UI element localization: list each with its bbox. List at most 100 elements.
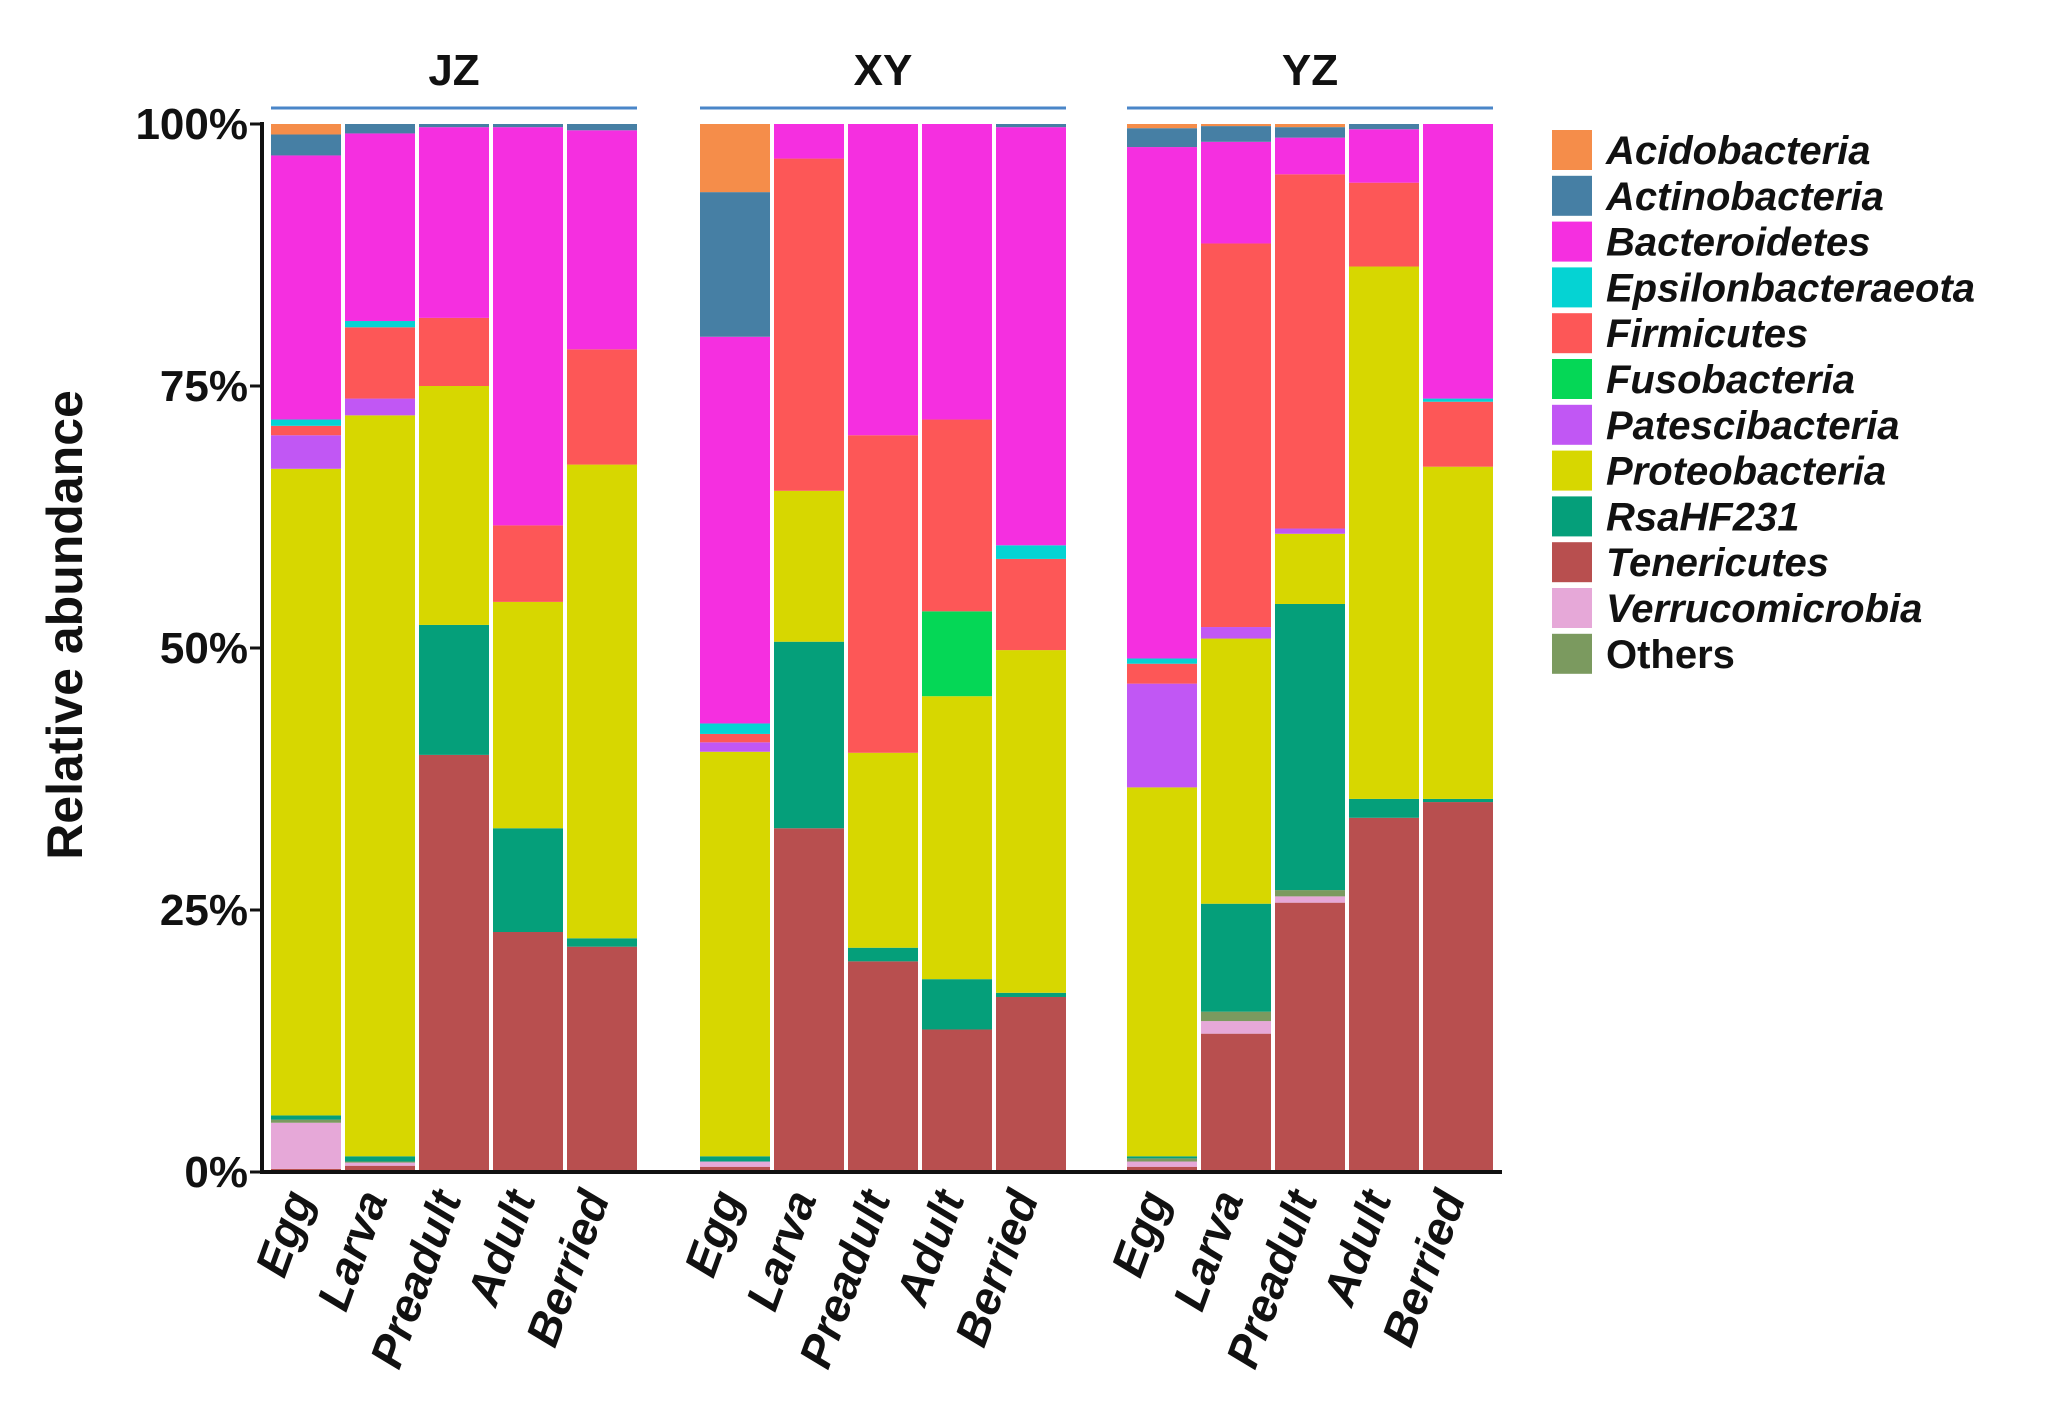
bar-segment-tenericutes	[1127, 1166, 1197, 1172]
bar-segment-actinobacteria	[567, 124, 637, 131]
bar-segment-proteobacteria	[567, 464, 637, 939]
bar-segment-rsahf231	[848, 947, 918, 962]
bar-segment-actinobacteria	[1201, 126, 1271, 142]
legend-swatch	[1552, 633, 1592, 674]
bar-segment-firmicutes	[1423, 401, 1493, 467]
legend-label: Bacteroidetes	[1606, 221, 1871, 265]
legend-label: Fusobacteria	[1606, 358, 1855, 402]
bar-segment-bacteroidetes	[1275, 137, 1345, 175]
legend-label: Proteobacteria	[1606, 450, 1886, 494]
bar-segment-proteobacteria	[1423, 466, 1493, 799]
legend-swatch	[1552, 588, 1592, 628]
bar-segment-proteobacteria	[1349, 266, 1419, 799]
bar-segment-actinobacteria	[1127, 128, 1197, 148]
bar-segment-proteobacteria	[1275, 533, 1345, 604]
bar-segment-tenericutes	[774, 828, 844, 1172]
bar-segment-firmicutes	[493, 525, 563, 602]
group-label: XY	[854, 46, 913, 95]
bar-segment-patescibacteria	[1275, 528, 1345, 534]
legend-swatch	[1552, 359, 1592, 399]
legend-swatch	[1552, 450, 1592, 491]
y-tick-label: 100%	[135, 100, 248, 149]
bar-segment-rsahf231	[1275, 603, 1345, 891]
bar-segment-firmicutes	[700, 733, 770, 743]
bar-segment-actinobacteria	[419, 124, 489, 128]
bar-segment-tenericutes	[996, 996, 1066, 1172]
bar-segment-verrucomicrobia	[1201, 1021, 1271, 1034]
bar-segment-bacteroidetes	[419, 127, 489, 318]
bar-segment-rsahf231	[774, 641, 844, 829]
x-category-label: Egg	[674, 1184, 753, 1283]
bar-segment-rsahf231	[567, 938, 637, 947]
bar-segment-bacteroidetes	[1423, 124, 1493, 399]
bar-segment-bacteroidetes	[996, 127, 1066, 546]
bar-segment-patescibacteria	[1201, 627, 1271, 639]
bar-segment-firmicutes	[1201, 243, 1271, 628]
bar-segment-rsahf231	[1201, 903, 1271, 1012]
bar-segment-patescibacteria	[1127, 683, 1197, 788]
bar-segment-patescibacteria	[271, 435, 341, 469]
legend-swatch	[1552, 221, 1592, 262]
bar-segment-verrucomicrobia	[345, 1162, 415, 1166]
bar-segment-acidobacteria	[271, 124, 341, 135]
bar-segment-epsilonbacteraeota	[271, 419, 341, 426]
bar-segment-bacteroidetes	[922, 124, 992, 420]
bar-segment-bacteroidetes	[493, 127, 563, 526]
bar-segment-bacteroidetes	[567, 130, 637, 350]
bar-segment-tenericutes	[1201, 1033, 1271, 1172]
legend-label: Firmicutes	[1606, 312, 1808, 356]
legend-swatch	[1552, 404, 1592, 445]
bar-segment-patescibacteria	[700, 742, 770, 752]
bar-segment-bacteroidetes	[1349, 129, 1419, 183]
bar-segment-actinobacteria	[700, 192, 770, 337]
bar-segment-proteobacteria	[774, 490, 844, 642]
bar-segment-actinobacteria	[271, 134, 341, 156]
bar-segment-rsahf231	[419, 624, 489, 755]
y-tick-label: 25%	[160, 886, 248, 935]
bar-segment-others	[271, 1119, 341, 1123]
bar-segment-rsahf231	[922, 979, 992, 1030]
bar-segment-firmicutes	[419, 317, 489, 386]
legend-label: Tenericutes	[1606, 541, 1829, 585]
bar-segment-proteobacteria	[700, 751, 770, 1157]
bar-segment-proteobacteria	[922, 696, 992, 980]
bar-segment-verrucomicrobia	[700, 1161, 770, 1167]
bar-segment-firmicutes	[996, 558, 1066, 651]
legend-swatch	[1552, 496, 1592, 537]
legend-swatch	[1552, 175, 1592, 216]
bar-segment-firmicutes	[567, 349, 637, 465]
bar-segment-verrucomicrobia	[271, 1122, 341, 1169]
legend-label: Verrucomicrobia	[1606, 587, 1922, 631]
bar-segment-proteobacteria	[1201, 638, 1271, 904]
bar-segment-epsilonbacteraeota	[1127, 658, 1197, 664]
bar-segment-tenericutes	[1275, 902, 1345, 1172]
bar-segment-tenericutes	[922, 1029, 992, 1172]
bar-segment-others	[1275, 890, 1345, 897]
legend-swatch	[1552, 267, 1592, 308]
y-tick-label: 0%	[184, 1148, 248, 1197]
bar-segment-firmicutes	[1127, 663, 1197, 684]
bar-segment-epsilonbacteraeota	[700, 723, 770, 734]
bar-segment-tenericutes	[848, 961, 918, 1172]
bar-segment-rsahf231	[1349, 798, 1419, 818]
bar-segment-tenericutes	[345, 1165, 415, 1172]
bar-segment-firmicutes	[271, 425, 341, 436]
legend-label: Acidobacteria	[1605, 129, 1871, 173]
bar-segment-proteobacteria	[419, 386, 489, 625]
bar-segment-bacteroidetes	[1127, 147, 1197, 659]
y-axis-label: Relative abundance	[37, 390, 93, 860]
bar-segment-actinobacteria	[345, 124, 415, 134]
group-label: JZ	[428, 46, 479, 95]
legend-label: RsaHF231	[1606, 495, 1799, 539]
bar-segment-proteobacteria	[1127, 787, 1197, 1157]
bar-segment-fusobacteria	[922, 611, 992, 697]
legend-label: Epsilonbacteraeota	[1606, 266, 1975, 310]
bar-segment-firmicutes	[922, 419, 992, 612]
bar-segment-acidobacteria	[1275, 124, 1345, 128]
bar-segment-actinobacteria	[1275, 127, 1345, 138]
bar-segment-rsahf231	[493, 828, 563, 933]
bar-segment-epsilonbacteraeota	[996, 545, 1066, 559]
bar-segment-bacteroidetes	[700, 336, 770, 724]
bar-segment-proteobacteria	[848, 752, 918, 948]
